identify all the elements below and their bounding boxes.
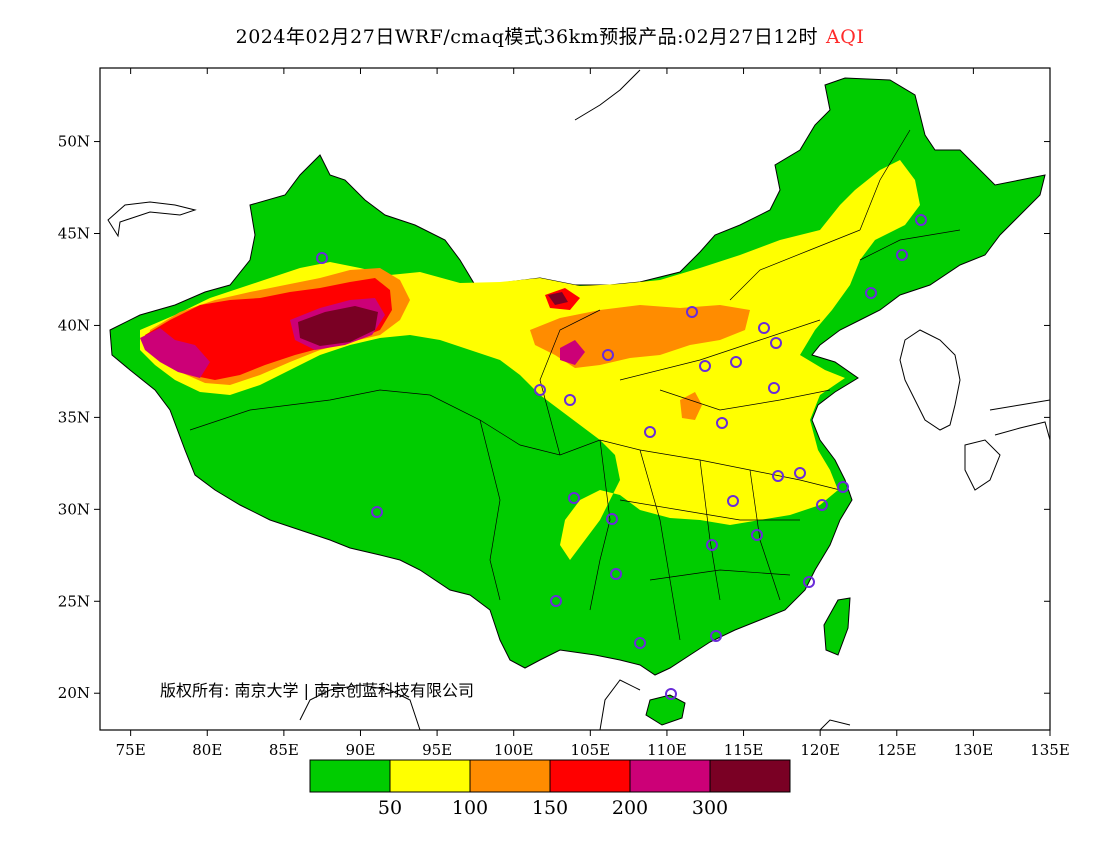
legend-label: 200 — [612, 797, 648, 819]
city-marker — [634, 637, 646, 649]
lat-tick-label: 30N — [58, 500, 90, 518]
copyright-text: 版权所有: 南京大学 | 南京创蓝科技有限公司 — [160, 681, 474, 700]
city-marker — [610, 568, 622, 580]
legend-swatch — [629, 759, 711, 793]
aqi-zone-50-100 — [140, 160, 920, 560]
aqi-zone-over-300-small — [548, 292, 568, 305]
city-marker — [710, 630, 722, 642]
lon-tick-label: 110E — [647, 741, 687, 759]
legend-label: 50 — [378, 797, 402, 819]
city-marker — [644, 426, 656, 438]
sakhalin-coastline — [574, 69, 641, 121]
lon-tick-label: 75E — [116, 741, 146, 759]
lon-tick-label: 130E — [954, 741, 994, 759]
lon-tick-label: 115E — [724, 741, 764, 759]
map-frame — [99, 67, 1051, 731]
city-marker — [730, 356, 742, 368]
city-marker — [794, 467, 806, 479]
southeast-asia-coastline — [299, 679, 851, 730]
city-marker — [665, 688, 677, 700]
aqi-zone-over-300 — [298, 306, 378, 346]
lat-tick-label: 45N — [58, 225, 90, 243]
city-marker — [803, 576, 815, 588]
map-content — [107, 69, 1050, 730]
city-marker — [602, 349, 614, 361]
lon-tick-label: 80E — [192, 741, 222, 759]
city-marker — [727, 495, 739, 507]
city-marker — [699, 360, 711, 372]
city-marker — [534, 384, 546, 396]
lat-tick-label: 35N — [58, 408, 90, 426]
aqi-zone-200-300-north — [560, 340, 585, 365]
title-aqi-label: AQI — [826, 26, 865, 48]
title-text: 2024年02月27日WRF/cmaq模式36km预报产品:02月27日12时 — [235, 26, 819, 48]
caspian-coastline — [107, 201, 197, 238]
lon-tick-label: 105E — [571, 741, 611, 759]
legend-label: 100 — [452, 797, 488, 819]
city-marker — [716, 417, 728, 429]
city-marker — [316, 252, 328, 264]
city-marker — [706, 539, 718, 551]
legend-swatch — [549, 759, 631, 793]
legend-swatch — [389, 759, 471, 793]
longitude-axis: 75E 80E 85E 90E 95E 100E 105E 110E 115E 120E 125E 1… — [116, 68, 1070, 759]
hainan-island — [645, 694, 686, 726]
korea-coastline — [899, 329, 961, 431]
lon-tick-label: 100E — [494, 741, 534, 759]
lat-tick-label: 40N — [58, 316, 90, 334]
lon-tick-label: 135E — [1030, 741, 1070, 759]
city-marker — [896, 249, 908, 261]
lat-tick-label: 50N — [58, 133, 90, 151]
city-marker — [606, 513, 618, 525]
japan-coastline — [964, 399, 1050, 491]
city-marker — [564, 394, 576, 406]
city-marker — [550, 595, 562, 607]
aqi-zone-100-150-central — [680, 392, 702, 420]
legend-swatch — [309, 759, 391, 793]
city-marker — [371, 506, 383, 518]
legend-swatch — [469, 759, 551, 793]
map-title: 2024年02月27日WRF/cmaq模式36km预报产品:02月27日12时 A… — [0, 22, 1100, 49]
city-marker — [686, 306, 698, 318]
city-marker — [770, 337, 782, 349]
legend-label: 150 — [532, 797, 568, 819]
lon-tick-label: 125E — [877, 741, 917, 759]
lon-tick-label: 95E — [422, 741, 452, 759]
city-marker — [837, 481, 849, 493]
legend-swatch — [709, 759, 791, 793]
city-marker — [768, 382, 780, 394]
lon-tick-label: 85E — [269, 741, 299, 759]
aqi-zone-200-300-west — [140, 328, 210, 378]
aqi-zone-100-150-north — [530, 305, 750, 368]
aqi-legend: 50 100 150 200 300 — [309, 759, 791, 819]
lat-tick-label: 20N — [58, 684, 90, 702]
aqi-zone-150-200-west — [145, 278, 392, 380]
city-marker — [568, 492, 580, 504]
city-marker — [758, 322, 770, 334]
lat-tick-label: 25N — [58, 592, 90, 610]
city-marker — [865, 287, 877, 299]
city-marker — [915, 214, 927, 226]
lon-tick-label: 90E — [345, 741, 375, 759]
latitude-axis: 50N 45N 40N 35N 30N 25N 20N — [58, 133, 1050, 702]
city-markers — [316, 214, 927, 700]
city-marker — [816, 499, 828, 511]
taiwan-island — [823, 597, 851, 656]
legend-label: 300 — [692, 797, 728, 819]
city-marker — [772, 470, 784, 482]
city-marker — [751, 529, 763, 541]
lon-tick-label: 120E — [800, 741, 840, 759]
